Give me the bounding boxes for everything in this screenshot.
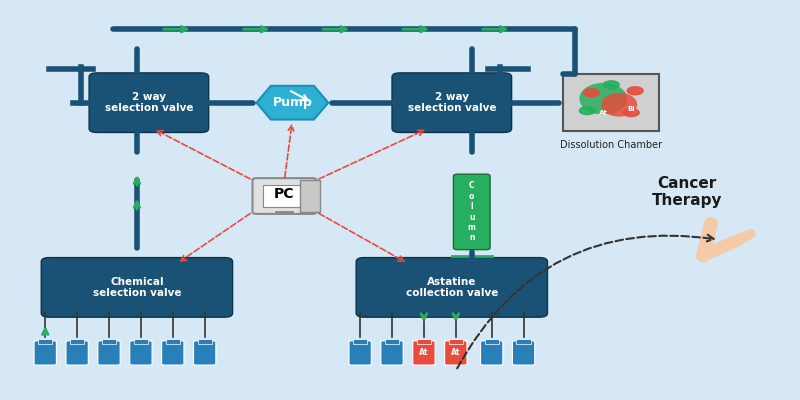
- Bar: [417, 339, 431, 344]
- Bar: [353, 339, 367, 344]
- FancyBboxPatch shape: [253, 178, 316, 214]
- Bar: [166, 339, 180, 344]
- FancyBboxPatch shape: [42, 258, 233, 317]
- FancyBboxPatch shape: [445, 341, 467, 365]
- Text: 2 way
selection valve: 2 way selection valve: [105, 92, 193, 114]
- FancyBboxPatch shape: [513, 341, 534, 365]
- Ellipse shape: [579, 83, 627, 114]
- FancyBboxPatch shape: [349, 341, 371, 365]
- Text: At: At: [451, 348, 461, 358]
- FancyBboxPatch shape: [413, 341, 435, 365]
- Circle shape: [583, 89, 599, 97]
- FancyBboxPatch shape: [130, 341, 152, 365]
- Text: At: At: [419, 348, 429, 358]
- Bar: [102, 339, 116, 344]
- Bar: [385, 339, 399, 344]
- Circle shape: [579, 107, 595, 114]
- FancyBboxPatch shape: [481, 341, 503, 365]
- FancyBboxPatch shape: [381, 341, 403, 365]
- FancyBboxPatch shape: [66, 341, 88, 365]
- FancyBboxPatch shape: [89, 73, 209, 132]
- Bar: [263, 185, 306, 207]
- Circle shape: [627, 87, 643, 95]
- Bar: [563, 74, 659, 132]
- Bar: [38, 339, 53, 344]
- FancyBboxPatch shape: [194, 341, 216, 365]
- Ellipse shape: [602, 93, 637, 116]
- FancyBboxPatch shape: [356, 258, 547, 317]
- FancyBboxPatch shape: [98, 341, 120, 365]
- Text: C
o
l
u
m
n: C o l u m n: [468, 182, 476, 242]
- Text: Pump: Pump: [273, 96, 312, 109]
- Bar: [198, 339, 212, 344]
- Text: Chemical
selection valve: Chemical selection valve: [93, 276, 181, 298]
- Bar: [449, 339, 463, 344]
- Text: Bi: Bi: [627, 106, 635, 112]
- Polygon shape: [257, 86, 328, 120]
- Bar: [300, 180, 320, 212]
- Text: Cancer
Therapy: Cancer Therapy: [652, 176, 722, 208]
- Text: 2 way
selection valve: 2 way selection valve: [407, 92, 496, 114]
- FancyBboxPatch shape: [34, 341, 56, 365]
- Bar: [516, 339, 530, 344]
- Text: PC: PC: [274, 187, 294, 201]
- FancyBboxPatch shape: [162, 341, 184, 365]
- Bar: [485, 339, 499, 344]
- Bar: [70, 339, 84, 344]
- Text: Astatine
collection valve: Astatine collection valve: [406, 276, 498, 298]
- Text: Dissolution Chamber: Dissolution Chamber: [560, 140, 662, 150]
- Circle shape: [603, 81, 619, 89]
- FancyBboxPatch shape: [392, 73, 512, 132]
- Bar: [134, 339, 148, 344]
- FancyBboxPatch shape: [454, 174, 490, 250]
- Text: At: At: [599, 110, 608, 116]
- Circle shape: [623, 109, 639, 116]
